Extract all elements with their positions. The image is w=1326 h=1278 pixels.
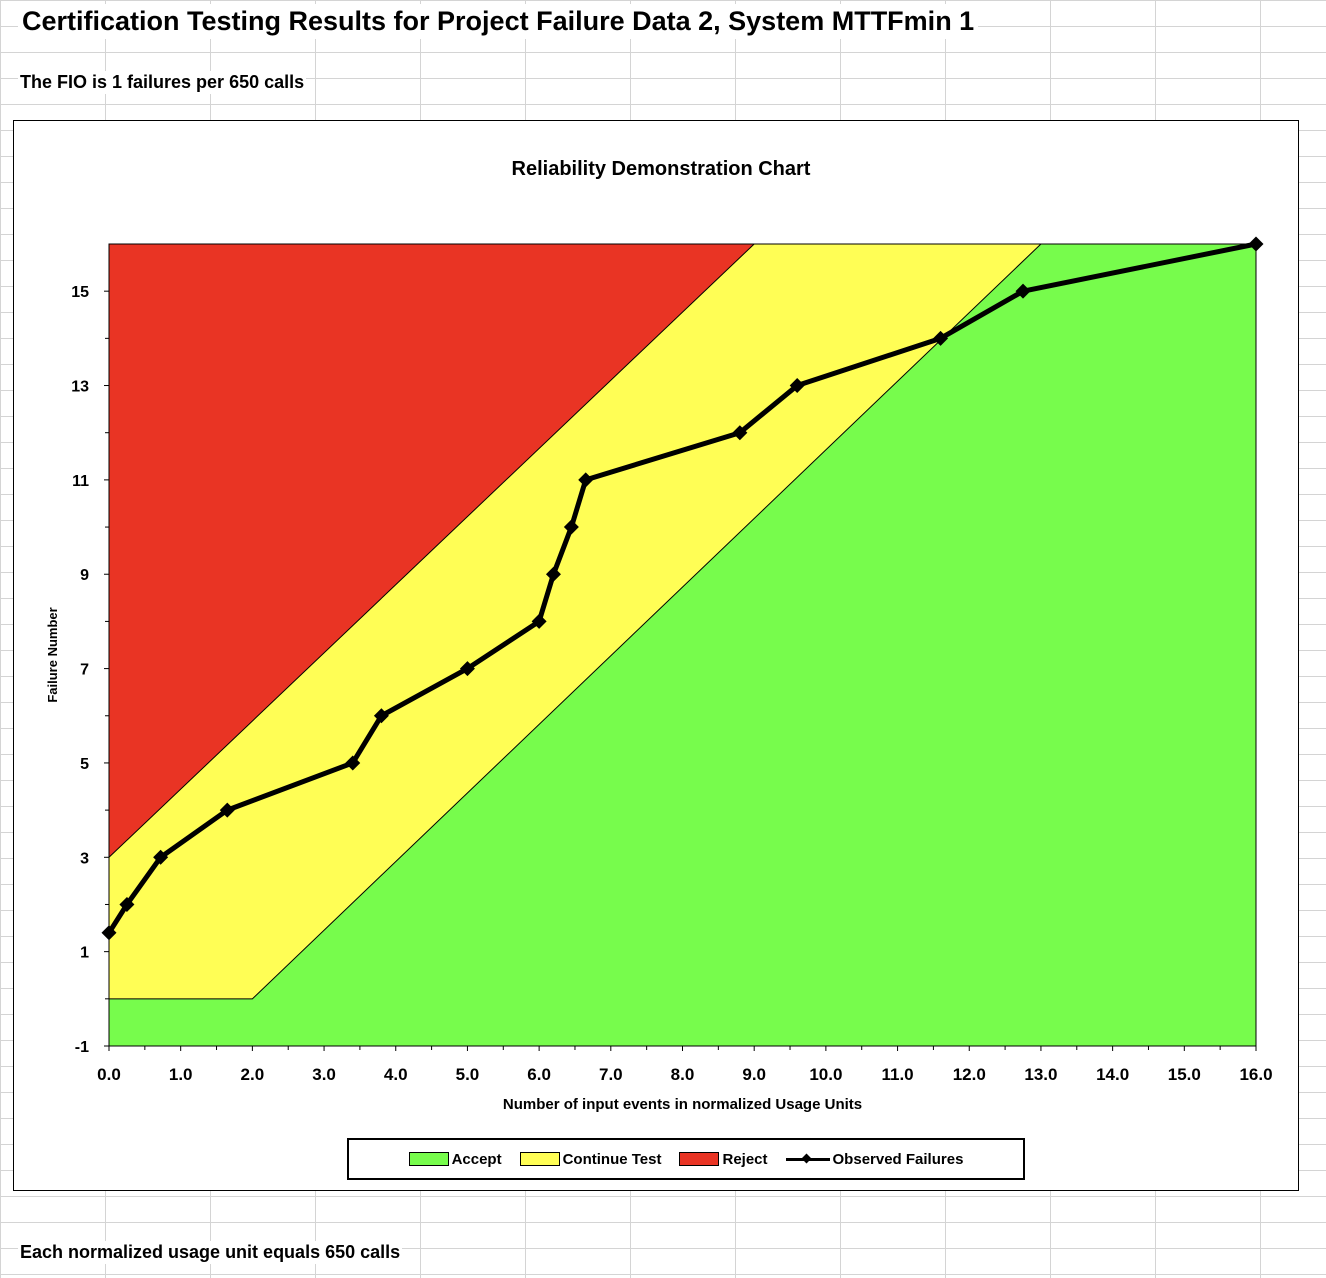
observed-failure-point [153,849,169,865]
x-tick-label: 15.0 [1168,1065,1201,1084]
observed-failures-line [106,241,1257,935]
y-tick-label: 5 [80,756,89,773]
x-tick-label: 7.0 [599,1065,623,1084]
chart-title: Reliability Demonstration Chart [512,158,811,180]
x-tick-label: 9.0 [742,1065,766,1084]
y-tick-label: 7 [80,662,89,679]
sheet-title: Certification Testing Results for Projec… [18,4,979,39]
y-tick-label: 9 [80,567,89,584]
y-tick-label: 11 [72,473,89,490]
x-tick-label: 4.0 [384,1065,408,1084]
x-axis-label: Number of input events in normalized Usa… [503,1096,862,1113]
legend-swatch-observed-failures [785,1153,830,1165]
observed-failure-point [732,425,748,441]
observed-failure-point [933,330,949,346]
y-tick-label: 13 [71,379,89,396]
y-tick-label: 15 [71,284,89,301]
observed-failure-point [578,472,594,488]
x-tick-label: 2.0 [241,1065,265,1084]
y-tick-label: 1 [80,945,89,962]
observed-failure-point [1015,283,1031,299]
x-tick-label: 1.0 [169,1065,193,1084]
legend-item-reject: Reject [679,1150,768,1168]
observed-failure-point [545,566,561,582]
x-tick-label: 6.0 [527,1065,551,1084]
x-tick-label: 13.0 [1024,1065,1057,1084]
legend-label-continue-test: Continue Test [562,1150,662,1168]
legend-label-accept: Accept [451,1150,502,1168]
legend-item-observed-failures: Observed Failures [785,1150,964,1168]
x-tick-label: 16.0 [1239,1065,1272,1084]
x-tick-label: 8.0 [671,1065,695,1084]
observed-failure-point [563,519,579,535]
x-tick-label: 5.0 [456,1065,480,1084]
x-tick-label: 12.0 [953,1065,986,1084]
chart-legend: Accept Continue Test Reject Observed Fai… [347,1138,1025,1180]
legend-swatch-accept [408,1152,449,1166]
observed-failure-point [219,802,235,818]
y-axis-label: Failure Number [45,607,60,702]
observed-failure-point [101,925,117,941]
x-tick-label: 11.0 [881,1065,913,1084]
footnote-text: Each normalized usage unit equals 650 ca… [18,1241,403,1264]
x-tick-label: 3.0 [312,1065,336,1084]
observed-failure-point [345,755,361,771]
legend-item-continue-test: Continue Test [519,1150,662,1168]
x-tick-label: 0.0 [97,1065,121,1084]
legend-label-reject: Reject [722,1150,768,1168]
observed-failure-point [459,661,475,677]
legend-swatch-reject [679,1152,720,1166]
observed-failure-point [789,378,805,394]
accept-boundary-line [109,243,1042,1000]
observed-failure-point [531,613,547,629]
reject-boundary-line [108,243,755,858]
fio-text: The FIO is 1 failures per 650 calls [18,71,307,94]
legend-item-accept: Accept [408,1150,502,1168]
observed-failure-point [1248,236,1264,252]
x-tick-label: 10.0 [809,1065,842,1084]
y-tick-label: 3 [80,850,89,867]
x-tick-label: 14.0 [1096,1065,1129,1084]
chart-area[interactable]: 0.0 1.0 2.0 3.0 4.0 5.0 6.0 7.0 8.0 9.0 10.0 11.0 12… [13,120,1299,1191]
observed-failure-point [119,896,135,912]
legend-swatch-continue-test [519,1152,560,1166]
reliability-chart: 0.0 1.0 2.0 3.0 4.0 5.0 6.0 7.0 8.0 9.0 10.0 11.0 12… [45,158,1273,1113]
legend-label-observed-failures: Observed Failures [832,1150,964,1168]
y-tick-label: -1 [75,1039,89,1056]
observed-failure-point [373,708,389,724]
